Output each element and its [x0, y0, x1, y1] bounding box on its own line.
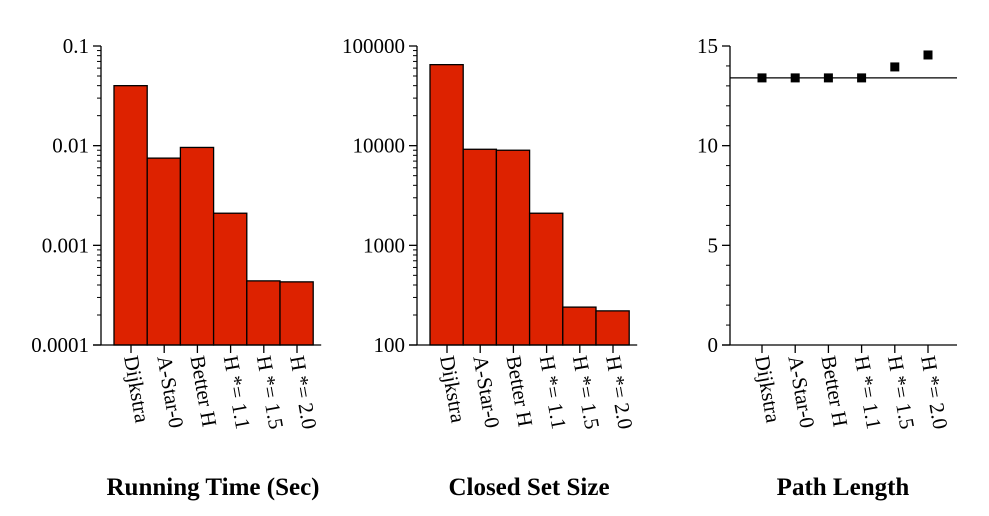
path-length-panel: Path Length 0 5 10 15 DijkstraA-Star-0Better…	[697, 34, 957, 501]
category-label-a-star-0: A-Star-0	[468, 354, 504, 430]
y-tick-label: 0.001	[42, 233, 89, 257]
category-label-a-star-0: A-Star-0	[152, 354, 188, 430]
running-time-title: Running Time (Sec)	[106, 474, 319, 501]
category-label-better-h: Better H	[501, 354, 537, 429]
y-tick-label: 0.01	[52, 134, 89, 158]
bar-h-2-0	[279, 281, 314, 346]
bar-h-1-1	[528, 212, 564, 346]
category-label-dijkstra: Dijkstra	[119, 354, 155, 425]
y-tick-label: 100	[374, 333, 406, 357]
category-label-a-star-0: A-Star-0	[783, 354, 819, 430]
category-label-dijkstra: Dijkstra	[435, 354, 471, 425]
category-label-h-1-1: H *= 1.1	[850, 354, 887, 431]
category-label-h-1-1: H *= 1.1	[535, 354, 572, 431]
bar-h-1-5	[562, 306, 597, 346]
point-h-2-0	[923, 50, 933, 60]
category-label-h-1-5: H *= 1.5	[568, 354, 605, 431]
category-label-better-h: Better H	[816, 354, 852, 429]
bar-dijkstra	[429, 63, 464, 346]
y-tick-label: 1000	[363, 233, 405, 257]
bar-a-star-0	[462, 148, 498, 346]
y-tick-label: 5	[708, 233, 719, 257]
category-label-h-2-0: H *= 2.0	[916, 354, 953, 431]
closed-set-size-panel: Closed Set Size 100 1000 10000 100000 Dijkst…	[342, 34, 638, 501]
category-label-dijkstra: Dijkstra	[750, 354, 786, 425]
y-tick-label: 15	[697, 34, 718, 58]
category-label-h-1-5: H *= 1.5	[252, 354, 289, 431]
bar-h-1-5	[246, 280, 281, 346]
bar-dijkstra	[113, 85, 148, 346]
y-tick-label: 100000	[342, 34, 405, 58]
bar-h-1-1	[212, 212, 248, 346]
bar-better-h	[179, 146, 215, 346]
closed-set-size-title: Closed Set Size	[448, 474, 609, 501]
path-length-title: Path Length	[777, 474, 910, 501]
running-time-panel: Running Time (Sec) 0.0001 0.001 0.01 0.1 Dij…	[31, 34, 321, 501]
bar-better-h	[495, 149, 531, 346]
category-label-better-h: Better H	[185, 354, 221, 429]
category-label-h-2-0: H *= 2.0	[285, 354, 322, 431]
bar-a-star-0	[146, 157, 182, 346]
y-tick-label: 0.1	[63, 34, 89, 58]
y-tick-label: 0	[708, 333, 719, 357]
y-tick-label: 0.0001	[31, 333, 89, 357]
category-label-h-1-5: H *= 1.5	[883, 354, 920, 431]
y-tick-label: 10000	[353, 134, 406, 158]
point-h-1-5	[890, 62, 900, 72]
category-label-h-1-1: H *= 1.1	[219, 354, 256, 431]
bar-h-2-0	[595, 310, 630, 346]
y-tick-label: 10	[697, 134, 718, 158]
category-label-h-2-0: H *= 2.0	[601, 354, 638, 431]
